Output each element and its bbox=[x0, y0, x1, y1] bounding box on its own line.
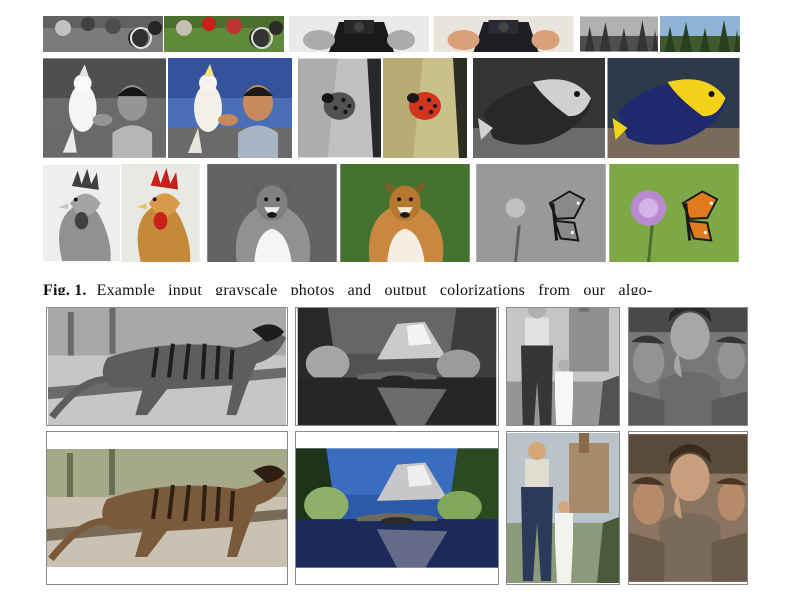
butterfly-colorized-photo bbox=[608, 164, 740, 262]
man-child-colorized-photo bbox=[506, 431, 620, 585]
balls-grayscale-photo bbox=[43, 16, 163, 52]
forest-grayscale-photo bbox=[580, 16, 658, 52]
dog-grayscale-photo bbox=[206, 164, 338, 262]
camera-colorized-photo bbox=[432, 16, 575, 52]
yosemite-colorized-photo bbox=[295, 431, 499, 585]
ladybug-colorized-photo bbox=[383, 58, 467, 158]
butterfly-grayscale-photo bbox=[476, 164, 606, 262]
figure-caption: Fig. 1. Example input grayscale photos an… bbox=[43, 281, 743, 295]
boy-cockatoo-grayscale-photo bbox=[43, 58, 166, 158]
migrant-mother-grayscale-photo bbox=[628, 307, 748, 426]
rooster-grayscale-photo bbox=[43, 164, 120, 262]
figure-label: Fig. 1. bbox=[43, 282, 87, 295]
fish-colorized-photo bbox=[607, 58, 740, 158]
yosemite-grayscale-photo bbox=[295, 307, 499, 426]
boy-cockatoo-colorized-photo bbox=[168, 58, 292, 158]
camera-grayscale-photo bbox=[289, 16, 429, 52]
thylacine-colorized-photo bbox=[46, 431, 288, 585]
thylacine-grayscale-photo bbox=[46, 307, 288, 426]
migrant-mother-colorized-photo bbox=[628, 431, 748, 585]
rooster-colorized-photo bbox=[121, 164, 200, 262]
balls-colorized-photo bbox=[164, 16, 284, 52]
ladybug-grayscale-photo bbox=[298, 58, 381, 158]
fish-grayscale-photo bbox=[473, 58, 605, 158]
figure-caption-text: Example input grayscale photos and outpu… bbox=[96, 282, 653, 295]
forest-colorized-photo bbox=[660, 16, 740, 52]
dog-colorized-photo bbox=[339, 164, 471, 262]
man-child-grayscale-photo bbox=[506, 307, 620, 426]
